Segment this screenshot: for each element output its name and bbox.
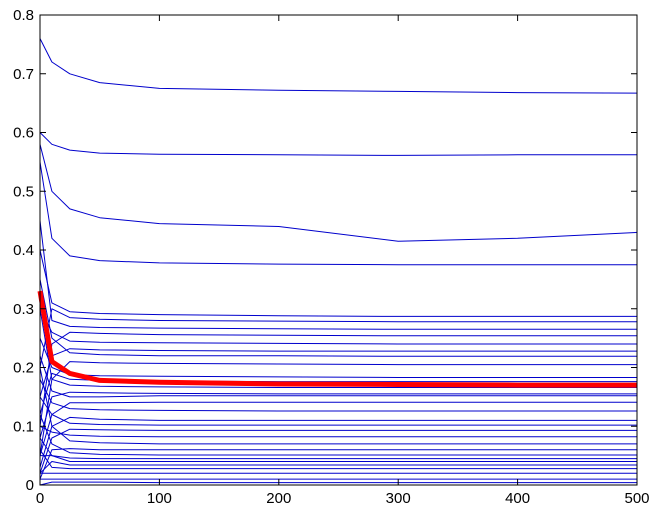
series-line-18	[39, 401, 637, 456]
y-tick-label: 0.3	[13, 301, 34, 318]
x-tick-label: 300	[386, 490, 411, 507]
series-line-13	[39, 337, 637, 378]
x-tick-label: 100	[147, 490, 172, 507]
series-line-23	[39, 425, 637, 438]
y-axis-ticks: 0 0.1 0.2 0.3 0.4 0.5 0.6 0.7 0.8	[13, 7, 637, 494]
series-line-7	[39, 220, 637, 330]
y-tick-label: 0.1	[13, 418, 34, 435]
series-line-21	[39, 396, 637, 426]
series-line-12	[39, 361, 637, 456]
series-line-10	[39, 348, 637, 398]
series-line-6	[39, 308, 637, 368]
series-line-17	[39, 355, 637, 398]
series-line-22	[39, 428, 637, 474]
series-line-20	[39, 416, 637, 468]
series-line-1	[39, 38, 638, 94]
series-line-11	[39, 279, 637, 357]
series-line-3	[39, 144, 638, 242]
series-line-16	[39, 391, 637, 439]
y-tick-label: 0	[26, 477, 34, 494]
y-tick-label: 0.4	[13, 242, 34, 259]
series-line-4	[39, 161, 637, 266]
series-line-19	[39, 379, 637, 412]
y-tick-label: 0.2	[13, 360, 34, 377]
mean-series-line	[37, 290, 637, 388]
y-tick-label: 0.6	[13, 125, 34, 142]
series-line-27	[40, 455, 637, 460]
y-tick-label: 0.7	[13, 66, 34, 83]
x-tick-label: 200	[266, 490, 291, 507]
series-line-26	[39, 414, 637, 456]
series-line-8	[39, 331, 637, 427]
x-tick-label: 0	[36, 490, 44, 507]
x-axis-ticks: 0 100 200 300 400 500	[36, 15, 650, 507]
series-line-2	[39, 132, 637, 156]
mean-layer	[37, 290, 637, 388]
y-tick-label: 0.8	[13, 7, 34, 24]
series-line-15	[39, 308, 637, 388]
series-line-30	[39, 449, 637, 470]
x-tick-label: 500	[624, 490, 649, 507]
series-line-29	[39, 461, 637, 474]
series-line-9	[39, 308, 637, 345]
series-layer	[39, 38, 638, 486]
series-line-24	[39, 367, 637, 445]
series-line-5	[39, 249, 637, 317]
series-line-25	[39, 448, 637, 480]
x-tick-label: 400	[505, 490, 530, 507]
y-tick-label: 0.5	[13, 183, 34, 200]
series-line-28	[39, 437, 637, 462]
